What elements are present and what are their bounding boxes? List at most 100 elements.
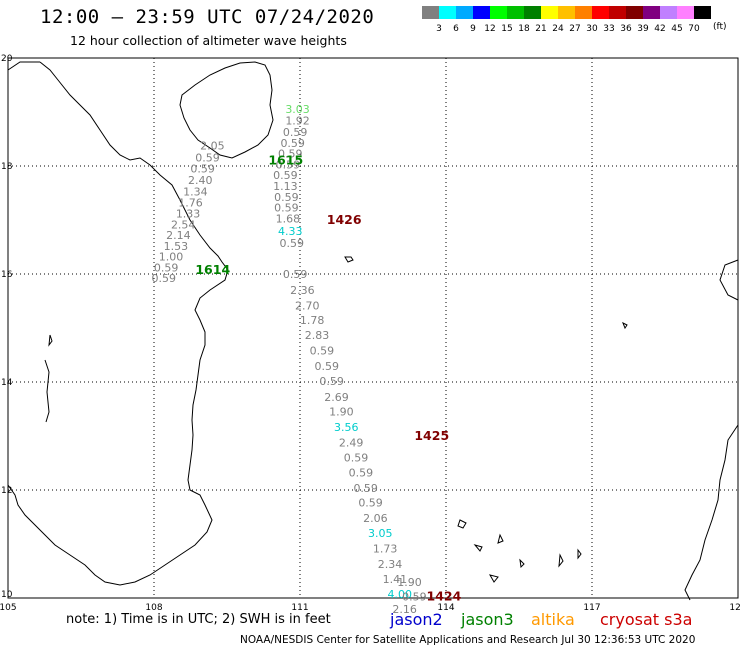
wave-height-label: 2.70 [295, 299, 320, 312]
colorbar-swatch [490, 6, 507, 19]
wave-height-label: 2.06 [363, 512, 388, 525]
colorbar-swatch [541, 6, 558, 19]
map-subtitle: 12 hour collection of altimeter wave hei… [70, 33, 347, 48]
wave-height-label: 1.41 [383, 573, 408, 586]
wave-height-label: 1.00 [159, 251, 184, 264]
lat-tick-label: 14 [1, 378, 13, 388]
colorbar-swatch [609, 6, 626, 19]
pass-time-label: 1425 [414, 428, 449, 443]
wave-height-label: 0.59 [353, 482, 378, 495]
wave-height-label: 2.54 [171, 218, 196, 231]
wave-height-label: 0.59 [279, 237, 304, 250]
wave-height-label: 2.49 [339, 436, 364, 449]
pass-time-label: 1615 [268, 153, 303, 168]
graticule [7, 57, 739, 599]
colorbar-swatch [660, 6, 677, 19]
lon-tick-label: 111 [291, 603, 308, 613]
lon-tick-label: 120 [729, 603, 740, 613]
wave-height-label: 1.68 [276, 212, 301, 225]
colorbar: 3 6 9 12 15 18 21 24 27 30 33 36 39 42 45 70 [422, 6, 711, 34]
colorbar-label: 24 [552, 24, 564, 34]
island-3 [457, 519, 525, 583]
footer-note: note: 1) Time is in UTC; 2) SWH is in fe… [66, 612, 331, 627]
lon-tick-label: 108 [145, 603, 162, 613]
pass-time-label: 1614 [195, 262, 230, 277]
lat-tick-label: 10 [1, 590, 13, 600]
colorbar-swatch [677, 6, 694, 19]
pass-time-label: 1424 [427, 588, 462, 603]
colorbar-label: 30 [586, 24, 598, 34]
wave-height-label: 2.36 [290, 284, 315, 297]
wave-height-label: 1.33 [176, 208, 201, 221]
legend-item: jason2 [390, 610, 443, 629]
colorbar-swatch [592, 6, 609, 19]
wave-height-label: 1.78 [300, 314, 325, 327]
colorbar-swatch [422, 6, 439, 19]
wave-height-label: 3.56 [334, 421, 359, 434]
colorbar-unit: (ft) [713, 22, 727, 32]
wave-height-label: 3.05 [368, 527, 393, 540]
wave-height-label: 0.59 [278, 148, 303, 161]
wave-height-label: 2.16 [392, 603, 417, 616]
wave-height-label: 3.03 [285, 103, 310, 116]
lat-tick-label: 20 [1, 54, 13, 64]
wave-height-label: 0.59 [195, 151, 220, 164]
colorbar-swatch [558, 6, 575, 19]
lat-tick-label: 12 [1, 486, 12, 496]
wave-height-label: 1.92 [285, 115, 310, 128]
island-1 [344, 256, 354, 263]
wave-height-label: 0.59 [358, 496, 383, 509]
altimeter-tracks: 3.031.920.590.590.590.590.591.130.590.59… [151, 103, 461, 616]
wave-height-label: 2.83 [305, 329, 330, 342]
colorbar-label: 27 [569, 24, 580, 34]
wave-height-label: 1.90 [329, 406, 354, 419]
wave-height-label: 0.59 [151, 272, 176, 285]
wave-height-label: 2.14 [166, 229, 191, 242]
colorbar-label: 3 [436, 24, 442, 34]
wave-height-label: 0.59 [274, 202, 299, 215]
wave-height-label: 2.40 [188, 174, 213, 187]
wave-height-label: 2.69 [324, 391, 349, 404]
colorbar-swatch [473, 6, 490, 19]
wave-height-label: 0.59 [154, 262, 179, 275]
lat-tick-label: 16 [1, 270, 13, 280]
lon-tick-label: 117 [583, 603, 600, 613]
wave-height-label: 0.59 [280, 137, 305, 150]
colorbar-swatch [524, 6, 541, 19]
colorbar-swatch [626, 6, 643, 19]
colorbar-swatch [643, 6, 660, 19]
colorbar-label: 45 [671, 24, 682, 34]
wave-height-label: 0.59 [402, 590, 427, 603]
legend-item: jason3 [461, 610, 514, 629]
axis-ticks: 105108111114117120201816141210 [0, 54, 740, 613]
hainan-coastline [179, 61, 274, 159]
colorbar-label: 21 [535, 24, 546, 34]
wave-height-label: 4.33 [278, 225, 303, 238]
map-frame [7, 57, 739, 599]
footer-credit: NOAA/NESDIS Center for Satellite Applica… [240, 634, 696, 646]
wave-height-label: 1.53 [164, 240, 189, 253]
lat-tick-label: 18 [1, 162, 13, 172]
wave-height-label: 1.73 [373, 542, 398, 555]
colorbar-swatch [694, 6, 711, 19]
wave-height-label: 0.59 [190, 163, 215, 176]
lon-tick-label: 105 [0, 603, 17, 613]
wave-height-label: 0.59 [274, 191, 299, 204]
colorbar-label: 18 [518, 24, 530, 34]
wave-height-label: 0.59 [315, 360, 340, 373]
mainland-coastline [7, 61, 40, 71]
wave-height-label: 1.34 [183, 185, 208, 198]
legend-item: cryosat s3a [600, 610, 693, 629]
wave-height-label: 0.59 [310, 345, 335, 358]
colorbar-swatch [439, 6, 456, 19]
philippines-coastline [684, 259, 739, 601]
colorbar-swatch [507, 6, 524, 19]
island-2 [622, 321, 628, 330]
colorbar-label: 36 [620, 24, 632, 34]
island-5 [44, 334, 53, 423]
wave-height-label: 1.13 [273, 180, 298, 193]
colorbar-label: 39 [637, 24, 649, 34]
legend-item: altika [531, 610, 575, 629]
